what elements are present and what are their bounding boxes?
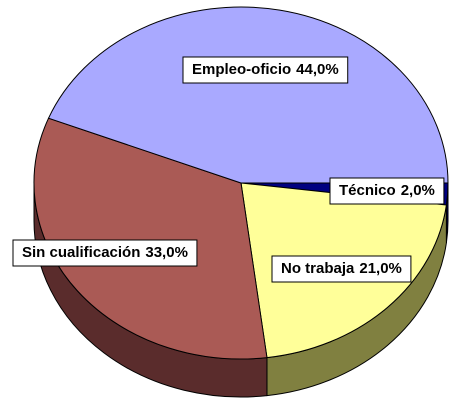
- label-text: Sin cualificación 33,0%: [22, 244, 188, 261]
- label-category: Empleo-oficio: [192, 61, 291, 78]
- label-value: 33,0%: [145, 244, 188, 261]
- data-label: No trabaja 21,0%: [271, 255, 412, 283]
- label-text: Técnico 2,0%: [339, 182, 435, 199]
- label-text: No trabaja 21,0%: [281, 260, 402, 277]
- label-box: [329, 177, 445, 205]
- label-category: No trabaja: [281, 260, 355, 277]
- label-value: 2,0%: [401, 182, 435, 199]
- label-category: Sin cualificación: [22, 244, 140, 261]
- label-box: [182, 56, 349, 84]
- label-text: Empleo-oficio 44,0%: [192, 61, 339, 78]
- data-label: Sin cualificación 33,0%: [12, 239, 198, 267]
- label-box: [12, 239, 198, 267]
- label-value: 21,0%: [359, 260, 402, 277]
- data-label: Técnico 2,0%: [329, 177, 445, 205]
- slice: [47, 6, 449, 184]
- label-box: [271, 255, 412, 283]
- data-label: Empleo-oficio 44,0%: [182, 56, 349, 84]
- label-value: 44,0%: [296, 61, 339, 78]
- slice: [33, 117, 268, 360]
- label-category: Técnico: [339, 182, 396, 199]
